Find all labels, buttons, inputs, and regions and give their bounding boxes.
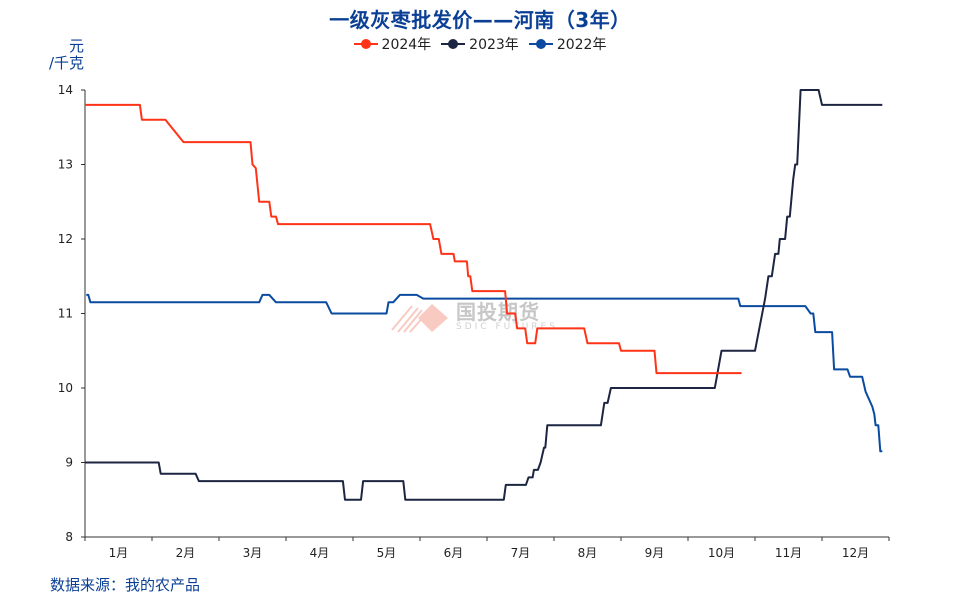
legend-label: 2023年 <box>469 37 519 53</box>
unit-line-2: /千克 <box>48 54 84 72</box>
y-tick-label: 8 <box>65 530 73 544</box>
x-tick-label: 1月 <box>109 546 129 560</box>
series-line-2024年 <box>85 103 742 375</box>
x-tick-label: 6月 <box>444 546 464 560</box>
legend-label: 2022年 <box>556 37 607 53</box>
watermark: 国投期货 SDIC FUTURES <box>390 300 558 334</box>
legend-item-2024[interactable]: 2024年 <box>353 34 432 54</box>
x-tick-label: 10月 <box>708 546 735 560</box>
legend-item-2022[interactable]: 2022年 <box>528 34 607 54</box>
y-tick-label: 9 <box>65 456 73 470</box>
chart-title: 一级灰枣批发价——河南（3年） <box>329 8 631 32</box>
watermark-logo-icon <box>391 304 448 333</box>
x-tick-label: 11月 <box>775 546 802 560</box>
y-axis-unit: 元 /千克 <box>34 38 84 72</box>
watermark-subtext: SDIC FUTURES <box>456 322 558 332</box>
series-line-2023年 <box>85 89 883 501</box>
y-tick-label: 12 <box>58 232 73 246</box>
x-tick-label: 5月 <box>377 546 397 560</box>
x-tick-label: 12月 <box>842 546 869 560</box>
y-tick-label: 10 <box>58 381 73 395</box>
legend-marker-icon <box>353 38 378 50</box>
x-tick-label: 3月 <box>243 546 263 560</box>
y-tick-label: 14 <box>58 83 73 97</box>
legend-label: 2024年 <box>381 37 432 53</box>
legend-item-2023[interactable]: 2023年 <box>441 34 519 54</box>
legend-marker-icon <box>441 38 466 50</box>
x-tick-label: 9月 <box>645 546 665 560</box>
y-tick-label: 11 <box>58 307 73 321</box>
x-tick-label: 4月 <box>310 546 330 560</box>
x-tick-label: 7月 <box>511 546 531 560</box>
x-tick-label: 2月 <box>176 546 196 560</box>
watermark-text: 国投期货 <box>456 300 540 324</box>
data-source: 数据来源：我的农产品 <box>50 576 201 594</box>
unit-line-1: 元 <box>68 37 84 55</box>
y-tick-label: 13 <box>58 158 73 172</box>
legend: 2024年 2023年 2022年 <box>0 34 960 54</box>
x-tick-label: 8月 <box>578 546 598 560</box>
legend-marker-icon <box>528 38 553 50</box>
series-line-2022年 <box>86 293 883 453</box>
